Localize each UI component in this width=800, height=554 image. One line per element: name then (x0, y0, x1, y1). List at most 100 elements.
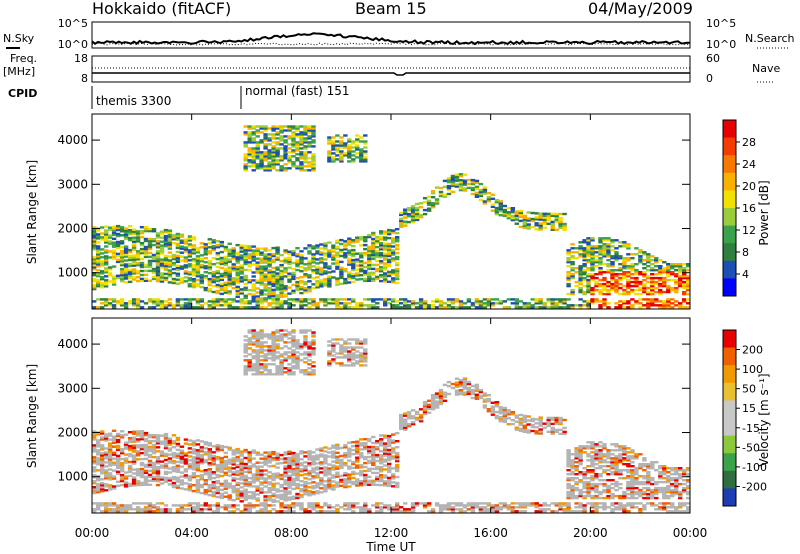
range-gate-cell (682, 290, 687, 294)
range-gate-cell (167, 298, 173, 301)
range-gate-cell (100, 430, 105, 433)
range-gate-cell (147, 245, 153, 249)
range-gate-cell (371, 481, 376, 484)
range-gate-cell (259, 365, 264, 368)
range-gate-cell (263, 451, 268, 454)
range-gate-cell (642, 288, 647, 292)
range-gate-cell (231, 277, 236, 280)
range-gate-cell (303, 483, 308, 486)
range-gate-cell (606, 239, 611, 242)
range-gate-cell (626, 306, 631, 309)
range-gate-cell (323, 246, 328, 249)
range-gate-cell (219, 274, 224, 278)
range-gate-cell (247, 361, 252, 364)
range-gate-cell (271, 355, 276, 358)
range-gate-cell (359, 306, 364, 309)
range-gate-cell (183, 256, 189, 259)
range-gate-cell (291, 267, 296, 271)
range-gate-cell (215, 487, 220, 491)
range-gate-cell (275, 288, 280, 291)
range-gate-cell (247, 281, 252, 284)
range-gate-cell (674, 275, 679, 278)
range-gate-cell (410, 302, 416, 305)
range-gate-cell (343, 256, 348, 259)
range-gate-cell (430, 404, 436, 407)
range-gate-cell (418, 302, 424, 305)
range-gate-cell (191, 236, 197, 239)
range-gate-cell (359, 364, 364, 367)
range-gate-cell (115, 444, 121, 448)
range-gate-cell (466, 306, 472, 309)
range-gate-cell (287, 298, 292, 301)
range-gate-cell (287, 278, 292, 281)
range-gate-cell (371, 457, 376, 461)
range-gate-cell (207, 474, 212, 477)
range-gate-cell (115, 438, 121, 442)
range-gate-cell (307, 127, 312, 130)
range-gate-cell (96, 469, 101, 472)
range-gate-cell (470, 192, 476, 196)
range-gate-cell (259, 363, 264, 366)
range-gate-cell (183, 238, 189, 241)
range-gate-cell (347, 148, 352, 151)
range-gate-cell (143, 477, 149, 480)
range-gate-cell (510, 209, 515, 212)
range-gate-cell (195, 451, 201, 454)
range-gate-cell (315, 258, 320, 261)
range-gate-cell (267, 337, 272, 340)
range-gate-cell (642, 278, 647, 282)
range-gate-cell (347, 485, 352, 488)
range-gate-cell (355, 272, 360, 275)
range-gate-cell (159, 434, 165, 437)
range-gate-cell (662, 290, 667, 294)
power-ylabel: Slant Range [km] (25, 160, 39, 264)
range-gate-cell (279, 165, 284, 168)
range-gate-cell (247, 347, 252, 350)
range-gate-cell (291, 249, 296, 253)
range-gate-cell (363, 243, 368, 247)
range-gate-cell (379, 230, 384, 233)
range-gate-cell (363, 298, 368, 301)
range-gate-cell (227, 306, 232, 309)
range-gate-cell (139, 249, 145, 253)
range-gate-cell (359, 340, 364, 343)
range-gate-cell (291, 361, 296, 364)
range-gate-cell (263, 504, 268, 507)
range-gate-cell (371, 273, 376, 276)
range-gate-cell (666, 306, 671, 309)
range-gate-cell (355, 464, 360, 467)
range-gate-cell (299, 147, 304, 150)
range-gate-cell (434, 392, 440, 395)
range-gate-cell (351, 476, 356, 480)
range-gate-cell (347, 459, 352, 462)
range-gate-cell (422, 502, 428, 505)
range-gate-cell (327, 255, 332, 258)
range-gate-cell (355, 134, 360, 137)
range-gate-cell (295, 455, 300, 458)
range-gate-cell (195, 508, 201, 511)
range-gate-cell (135, 483, 141, 487)
range-gate-cell (271, 292, 276, 296)
range-gate-cell (267, 279, 272, 282)
range-gate-cell (179, 471, 185, 474)
range-gate-cell (359, 464, 364, 467)
range-gate-cell (327, 447, 332, 450)
range-gate-cell (215, 261, 220, 265)
range-gate-cell (107, 434, 113, 437)
range-gate-cell (275, 161, 280, 164)
range-gate-cell (323, 510, 328, 513)
range-gate-cell (518, 219, 523, 223)
range-gate-cell (395, 273, 400, 277)
range-gate-cell (219, 282, 224, 286)
range-gate-cell (399, 413, 404, 417)
range-gate-cell (343, 474, 348, 477)
range-gate-cell (191, 238, 197, 241)
range-gate-cell (363, 340, 368, 343)
range-gate-cell (542, 216, 547, 219)
range-gate-cell (319, 453, 324, 456)
range-gate-cell (211, 290, 216, 294)
range-gate-cell (179, 267, 185, 270)
range-gate-cell (311, 129, 316, 132)
range-gate-cell (347, 150, 352, 153)
range-gate-cell (267, 504, 272, 507)
